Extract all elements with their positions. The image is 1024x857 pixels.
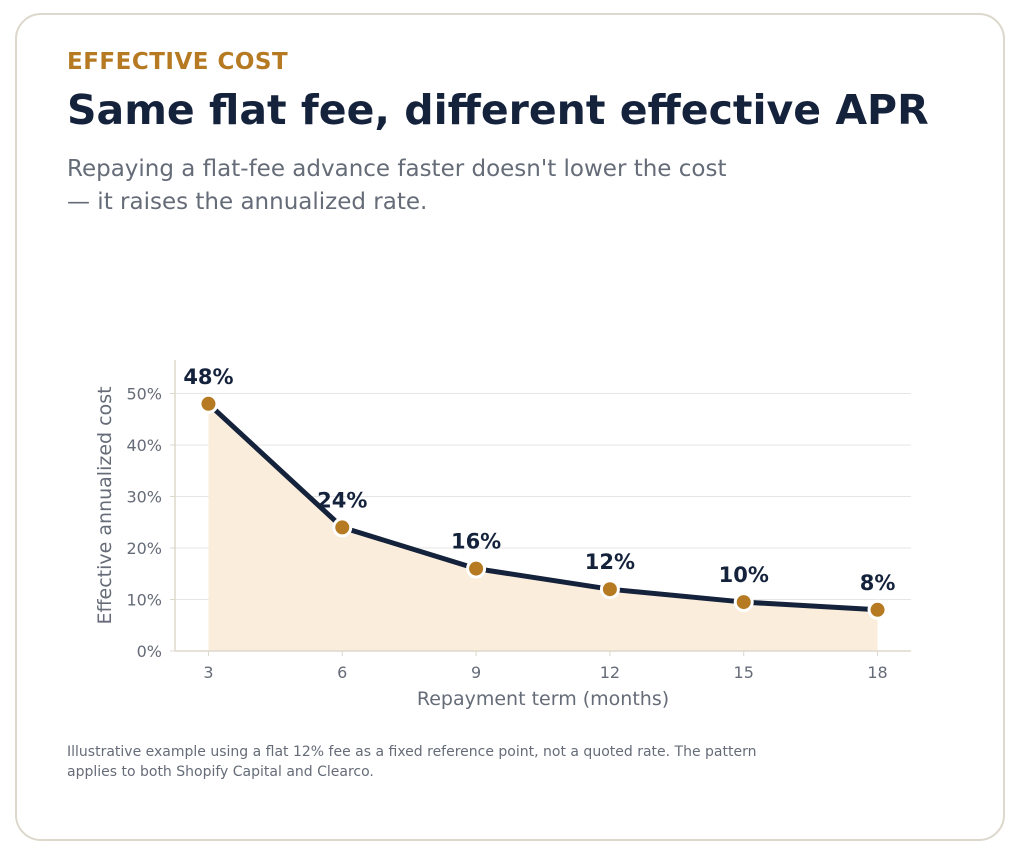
page-title: Same flat fee, different effective APR — [67, 86, 929, 134]
chart-card — [15, 13, 1005, 841]
data-points — [198, 393, 888, 620]
x-tick-label: 6 — [337, 663, 347, 682]
y-tick-label: 10% — [126, 590, 162, 609]
eyebrow-label: EFFECTIVE COST — [67, 49, 289, 75]
data-point — [599, 579, 620, 600]
x-axis-title: Repayment term (months) — [417, 688, 669, 710]
data-label: 24% — [317, 488, 367, 512]
data-labels: 48% 24% 16% 12% 10% 8% — [183, 365, 895, 595]
y-tick-label: 30% — [126, 487, 162, 506]
data-label: 12% — [585, 550, 635, 574]
x-tick-label: 3 — [203, 663, 213, 682]
data-point — [198, 393, 219, 414]
x-tick-label: 12 — [600, 663, 620, 682]
y-tick-label: 0% — [137, 642, 162, 661]
data-label: 8% — [860, 571, 896, 595]
data-point — [733, 592, 754, 613]
y-tick-label: 40% — [126, 436, 162, 455]
subtitle: Repaying a flat-fee advance faster doesn… — [67, 156, 727, 215]
data-label: 16% — [451, 530, 501, 554]
data-label: 48% — [183, 365, 233, 389]
x-tick-labels: 3 6 9 12 15 18 — [203, 651, 888, 682]
area-fill — [208, 403, 878, 651]
data-point — [466, 558, 487, 579]
data-point — [867, 599, 888, 620]
x-tick-label: 18 — [867, 663, 887, 682]
data-point — [332, 517, 353, 538]
y-tick-label: 20% — [126, 539, 162, 558]
y-axis-title: Effective annualized cost — [94, 386, 116, 624]
footnote: Illustrative example using a flat 12% fe… — [67, 744, 757, 780]
data-label: 10% — [719, 563, 769, 587]
y-tick-label: 50% — [126, 384, 162, 403]
x-tick-label: 15 — [734, 663, 754, 682]
y-tick-labels: 0% 10% 20% 30% 40% 50% — [126, 384, 175, 661]
series-line — [205, 401, 881, 613]
x-tick-label: 9 — [471, 663, 481, 682]
